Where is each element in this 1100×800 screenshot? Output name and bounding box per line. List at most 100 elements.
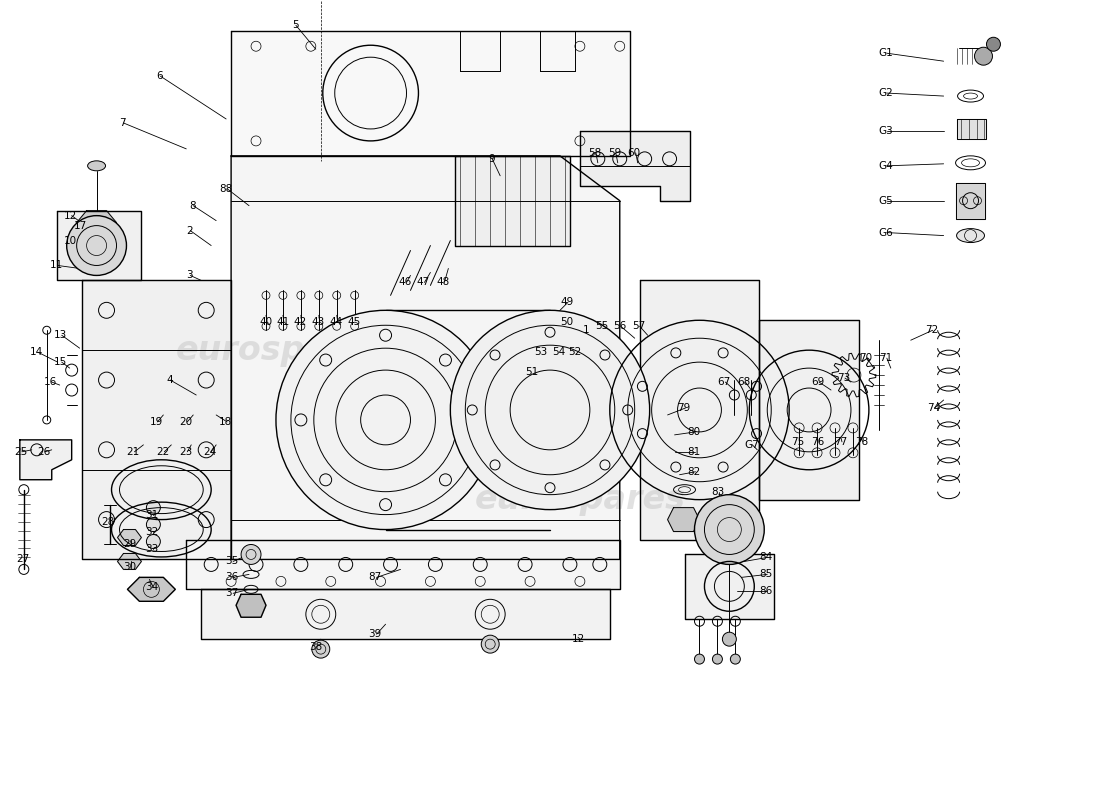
Text: G3: G3 [879, 126, 893, 136]
Text: 17: 17 [74, 221, 87, 230]
Polygon shape [118, 530, 142, 546]
Polygon shape [186, 539, 619, 590]
Circle shape [146, 534, 161, 549]
Text: 55: 55 [595, 322, 608, 331]
Text: 12: 12 [64, 210, 77, 221]
Text: 60: 60 [628, 148, 641, 158]
Text: 45: 45 [348, 318, 361, 327]
Circle shape [694, 494, 764, 565]
Text: 50: 50 [560, 318, 573, 327]
Text: 34: 34 [145, 582, 158, 592]
Polygon shape [118, 554, 142, 570]
Text: G1: G1 [879, 48, 893, 58]
Polygon shape [77, 210, 117, 235]
Polygon shape [201, 590, 609, 639]
Text: 24: 24 [204, 447, 217, 457]
Circle shape [146, 501, 161, 514]
Polygon shape [640, 281, 759, 539]
Text: 48: 48 [437, 278, 450, 287]
Text: 20: 20 [179, 417, 192, 427]
Text: 68: 68 [737, 377, 750, 387]
Polygon shape [81, 281, 231, 559]
Circle shape [450, 310, 650, 510]
Text: 43: 43 [311, 318, 326, 327]
Text: 78: 78 [855, 437, 868, 447]
Text: 35: 35 [226, 557, 239, 566]
Circle shape [276, 310, 495, 530]
Text: 26: 26 [36, 447, 50, 457]
Text: eurospares: eurospares [474, 483, 685, 516]
Text: 83: 83 [712, 486, 725, 497]
Polygon shape [957, 119, 987, 139]
Ellipse shape [957, 229, 984, 242]
Text: 41: 41 [276, 318, 289, 327]
Text: 5: 5 [292, 20, 298, 30]
Text: 47: 47 [417, 278, 430, 287]
Text: 25: 25 [14, 447, 28, 457]
Text: G5: G5 [879, 196, 893, 206]
Text: 53: 53 [535, 347, 548, 357]
Text: 36: 36 [226, 572, 239, 582]
Text: 16: 16 [44, 377, 57, 387]
Text: 6: 6 [156, 71, 163, 81]
Text: 9: 9 [488, 154, 495, 164]
Text: G4: G4 [879, 161, 893, 171]
Polygon shape [231, 156, 619, 559]
Text: 54: 54 [552, 347, 565, 357]
Text: 52: 52 [568, 347, 581, 357]
Text: 19: 19 [150, 417, 163, 427]
Text: 59: 59 [608, 148, 622, 158]
Polygon shape [57, 210, 142, 281]
Text: 30: 30 [123, 562, 136, 573]
Circle shape [730, 654, 740, 664]
Text: 86: 86 [759, 586, 772, 596]
Circle shape [987, 38, 1000, 51]
Circle shape [975, 47, 992, 65]
Ellipse shape [88, 161, 106, 170]
Text: 49: 49 [560, 298, 573, 307]
Text: 75: 75 [791, 437, 804, 447]
Text: 87: 87 [368, 572, 382, 582]
Polygon shape [684, 554, 774, 619]
Text: 28: 28 [101, 517, 114, 526]
Text: 4: 4 [166, 375, 173, 385]
Text: 23: 23 [179, 447, 192, 457]
Text: 13: 13 [54, 330, 67, 340]
Text: 57: 57 [631, 322, 645, 331]
Text: 84: 84 [759, 553, 772, 562]
Polygon shape [668, 508, 700, 531]
Polygon shape [236, 594, 266, 618]
Text: 3: 3 [186, 270, 192, 281]
Text: 72: 72 [925, 326, 938, 335]
Text: 88: 88 [219, 184, 232, 194]
Polygon shape [20, 440, 72, 480]
Polygon shape [231, 31, 629, 156]
Text: 82: 82 [688, 466, 701, 477]
Text: 15: 15 [54, 357, 67, 367]
Text: 11: 11 [50, 261, 63, 270]
Ellipse shape [481, 635, 499, 653]
Text: 27: 27 [15, 554, 29, 565]
Text: 73: 73 [837, 373, 850, 383]
Text: 22: 22 [156, 447, 169, 457]
Text: 76: 76 [811, 437, 824, 447]
Text: 51: 51 [525, 367, 538, 377]
Text: 1: 1 [583, 326, 590, 335]
Text: 33: 33 [145, 545, 158, 554]
Text: 46: 46 [398, 278, 411, 287]
Polygon shape [956, 182, 986, 218]
Polygon shape [759, 320, 859, 500]
Text: 56: 56 [613, 322, 626, 331]
Text: 37: 37 [226, 588, 239, 598]
Text: 71: 71 [879, 353, 892, 363]
Text: 67: 67 [717, 377, 730, 387]
Text: 40: 40 [258, 318, 272, 327]
Text: 2: 2 [186, 226, 192, 235]
Ellipse shape [311, 640, 330, 658]
Text: 39: 39 [368, 629, 382, 639]
Text: 38: 38 [309, 642, 322, 652]
Text: 29: 29 [123, 539, 136, 550]
Circle shape [713, 654, 723, 664]
Text: 42: 42 [294, 318, 307, 327]
Text: 32: 32 [145, 526, 158, 537]
